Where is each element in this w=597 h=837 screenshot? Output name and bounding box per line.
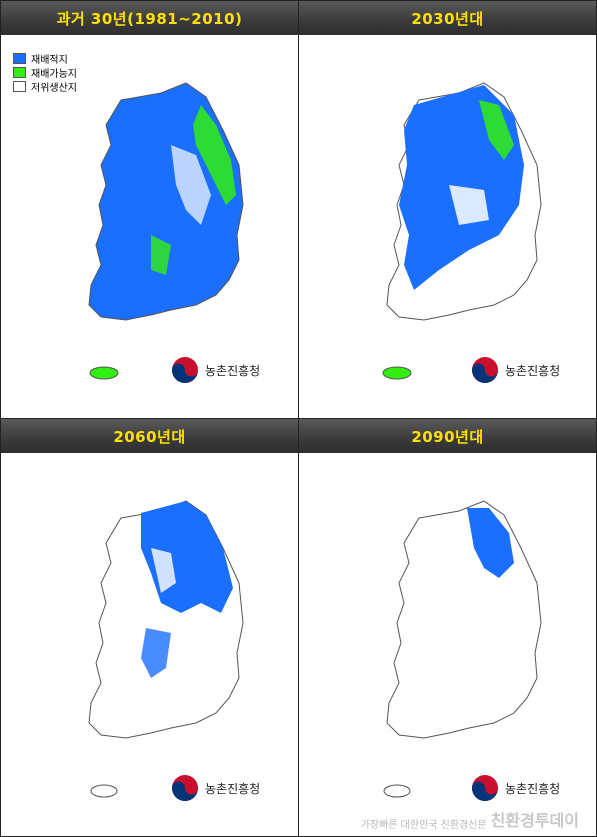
panel-title: 2060년대	[1, 419, 298, 453]
agency-logo: 농촌진흥청	[171, 774, 260, 802]
legend-item: 재배적지	[13, 51, 77, 66]
jeju-island	[383, 784, 411, 798]
panel-past: 과거 30년(1981~2010) 재배적지 재배가능지 저위생산지	[0, 0, 299, 419]
mainland-region	[88, 82, 244, 321]
legend-swatch	[13, 80, 26, 92]
korea-map-2030	[382, 82, 542, 380]
agency-name: 농촌진흥청	[505, 363, 561, 378]
korea-map-past	[88, 82, 244, 380]
low-zone	[449, 185, 489, 225]
korea-map-2060	[88, 500, 244, 798]
legend-label: 재배적지	[31, 54, 68, 66]
agency-logo: 농촌진흥청	[171, 356, 260, 384]
jeju-island	[90, 784, 118, 798]
panel-title: 2030년대	[299, 1, 596, 35]
legend-swatch	[13, 52, 26, 64]
low-zone-mountains	[171, 145, 211, 225]
legend-item: 재배가능지	[13, 65, 77, 80]
agency-name: 농촌진흥청	[205, 363, 261, 378]
agency-name: 농촌진흥청	[505, 781, 561, 796]
legend-swatch	[13, 66, 26, 78]
panel-title: 과거 30년(1981~2010)	[1, 1, 298, 35]
panel-2090: 2090년대 농촌진흥청	[298, 418, 597, 837]
watermark-small: 가장빠른 대한민국 친환경신문	[360, 820, 487, 831]
taegeuk-icon	[172, 775, 198, 801]
watermark: 가장빠른 대한민국 친환경신문 친환경투데이	[361, 807, 579, 831]
suitable-zone-south	[141, 628, 171, 678]
legend-label: 저위생산지	[31, 82, 77, 94]
legend-item: 저위생산지	[13, 79, 77, 94]
korea-map-2090	[383, 500, 542, 798]
panel-2030: 2030년대 농촌진흥청	[298, 0, 597, 419]
taegeuk-icon	[472, 357, 498, 383]
map-legend: 재배적지 재배가능지 저위생산지	[13, 51, 77, 94]
jeju-island	[382, 366, 412, 380]
agency-name: 농촌진흥청	[205, 781, 261, 796]
panel-2060: 2060년대 농촌진흥청	[0, 418, 299, 837]
panel-title: 2090년대	[299, 419, 596, 453]
jeju-island	[89, 366, 119, 380]
taegeuk-icon	[172, 357, 198, 383]
legend-label: 재배가능지	[31, 68, 77, 80]
agency-logo: 농촌진흥청	[471, 356, 560, 384]
low-zone	[151, 548, 176, 593]
possible-zone-south	[151, 235, 171, 275]
taegeuk-icon	[472, 775, 498, 801]
watermark-big: 친환경투데이	[490, 811, 579, 830]
possible-zone-east	[193, 105, 236, 205]
suitable-zone-northeast	[467, 508, 514, 578]
agency-logo: 농촌진흥청	[471, 774, 560, 802]
mainland-outline	[386, 500, 542, 739]
possible-zone-east	[479, 100, 514, 160]
